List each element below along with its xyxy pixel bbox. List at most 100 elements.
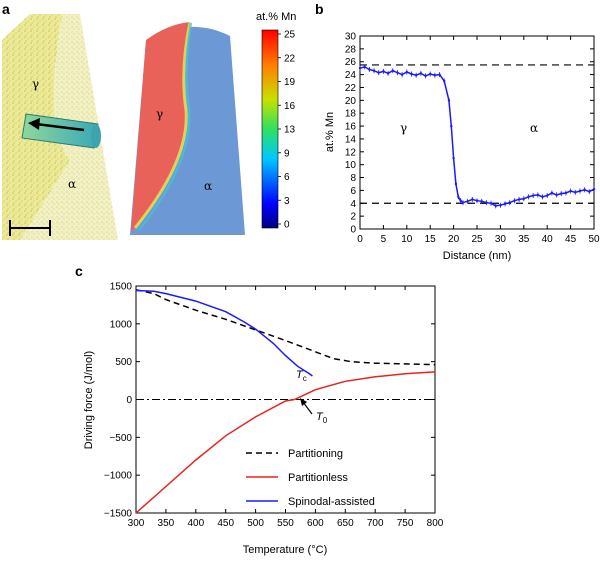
- data-point: [475, 199, 479, 202]
- colorbar-ticks: 25 22 19 16 13 9 6 3 0: [278, 30, 296, 231]
- x-tick-label: 700: [367, 518, 384, 529]
- x-tick-label: 45: [565, 234, 577, 245]
- y-tick-label: 22: [345, 83, 357, 94]
- data-point: [377, 71, 380, 74]
- y-tick-label: 30: [345, 32, 357, 43]
- t0-annotation: T0: [316, 411, 328, 425]
- x-tick-label: 450: [217, 518, 234, 529]
- data-point: [405, 70, 408, 74]
- data-point: [368, 68, 371, 71]
- x-tick-label: 0: [357, 234, 363, 245]
- y-tick-label: 1000: [110, 319, 133, 330]
- y-tick-label: 2: [350, 212, 356, 223]
- legend-label: Spinodal-assisted: [288, 496, 375, 508]
- y-tick-label: 16: [345, 122, 357, 133]
- data-point: [494, 204, 497, 208]
- data-point: [517, 198, 521, 201]
- scale-bar: [9, 220, 51, 236]
- y-tick-label: 0: [350, 225, 356, 236]
- x-tick-label: 650: [337, 518, 354, 529]
- data-point: [536, 193, 540, 197]
- y-tick-label: 28: [345, 44, 357, 55]
- data-point: [560, 192, 563, 195]
- colorbar-title: at.% Mn: [256, 11, 296, 23]
- x-tick-label: 300: [128, 518, 145, 529]
- x-tick-label: 5: [381, 234, 387, 245]
- x-tick-label: 20: [448, 234, 460, 245]
- cylinder-body: [21, 113, 99, 149]
- legend-label: Partitionless: [288, 472, 348, 484]
- data-point: [424, 74, 427, 78]
- atom-map-gamma-label: γ: [32, 77, 39, 91]
- y-tick-label: 4: [350, 199, 356, 210]
- data-point: [452, 157, 455, 160]
- data-point: [485, 201, 488, 204]
- series-line: [135, 289, 313, 377]
- atom-map-alpha-label: α: [68, 177, 76, 191]
- y-tick-label: 20: [345, 96, 357, 107]
- data-point: [527, 195, 530, 199]
- t0-annotation-main: T: [316, 411, 324, 423]
- data-point: [410, 72, 413, 76]
- data-point: [546, 194, 549, 197]
- data-point: [592, 187, 596, 191]
- panel-b-label: b: [315, 1, 324, 17]
- data-point: [471, 198, 474, 201]
- data-point: [550, 191, 554, 195]
- x-tick-label: 30: [495, 234, 507, 245]
- y-tick-label: 0: [126, 395, 132, 406]
- cylinder-end: [91, 124, 101, 148]
- data-point: [414, 74, 418, 77]
- panel-b-alpha-label: α: [530, 121, 538, 135]
- data-point: [499, 203, 502, 207]
- colorbar-tick-label: 19: [284, 77, 296, 88]
- tc-annotation: Tc: [296, 369, 307, 383]
- data-point: [583, 188, 586, 191]
- data-point: [522, 197, 525, 200]
- panel-c-legend: Partitioning Partitionless Spinodal-assist…: [246, 448, 375, 508]
- panel-b-gamma-label: γ: [400, 121, 407, 135]
- data-point: [438, 73, 441, 76]
- panel-c-axis-ticks: 300 350 400 450 500 550 600 650 700 750 800 −1500 −1…: [104, 282, 444, 530]
- y-tick-label: −500: [109, 433, 132, 444]
- panel-a: a γ α γ α: [2, 1, 296, 240]
- panel-b: b 0 5 10 15 20 25 30 35 40 45 50024681012141618202…: [315, 1, 600, 262]
- colorbar-tick-label: 13: [284, 125, 296, 136]
- panel-b-axis-ticks: 0 5 10 15 20 25 30 35 40 45 5002468101214161820222…: [345, 32, 600, 246]
- data-point: [564, 191, 568, 195]
- y-tick-label: 18: [345, 109, 357, 120]
- colorbar-tick-label: 0: [284, 220, 290, 231]
- data-point: [382, 70, 385, 73]
- y-tick-label: 500: [115, 357, 132, 368]
- series-line: [135, 289, 436, 366]
- atom-map: γ α: [2, 14, 118, 240]
- tc-annotation-main: T: [296, 369, 304, 381]
- panel-c: c 300 350 400 450 500 550 600 650 700 750 800 −1500…: [75, 263, 444, 556]
- data-point: [386, 72, 390, 75]
- tc-annotation-sub: c: [303, 374, 307, 383]
- x-tick-label: 25: [471, 234, 483, 245]
- direction-arrow-shaft: [35, 122, 85, 132]
- data-point: [555, 193, 558, 197]
- data-point: [569, 189, 572, 193]
- y-tick-label: 8: [350, 173, 356, 184]
- x-tick-label: 40: [542, 234, 554, 245]
- data-point: [503, 202, 507, 206]
- x-tick-label: 50: [588, 234, 600, 245]
- interface-line: [133, 21, 192, 229]
- data-point: [508, 201, 511, 204]
- data-point: [466, 200, 469, 203]
- direction-arrow-head: [28, 118, 40, 130]
- data-point: [433, 74, 437, 77]
- data-point: [578, 189, 582, 193]
- x-tick-label: 35: [518, 234, 530, 245]
- data-point: [480, 200, 483, 203]
- colorbar-tick-label: 16: [284, 101, 296, 112]
- x-tick-label: 550: [277, 518, 294, 529]
- panel-c-x-axis-label: Temperature (°C): [243, 544, 327, 556]
- data-point: [391, 69, 394, 72]
- y-tick-label: −1000: [104, 471, 133, 482]
- colorbar-gradient: [261, 29, 279, 229]
- panel-a-label: a: [2, 1, 10, 17]
- data-point: [541, 195, 544, 199]
